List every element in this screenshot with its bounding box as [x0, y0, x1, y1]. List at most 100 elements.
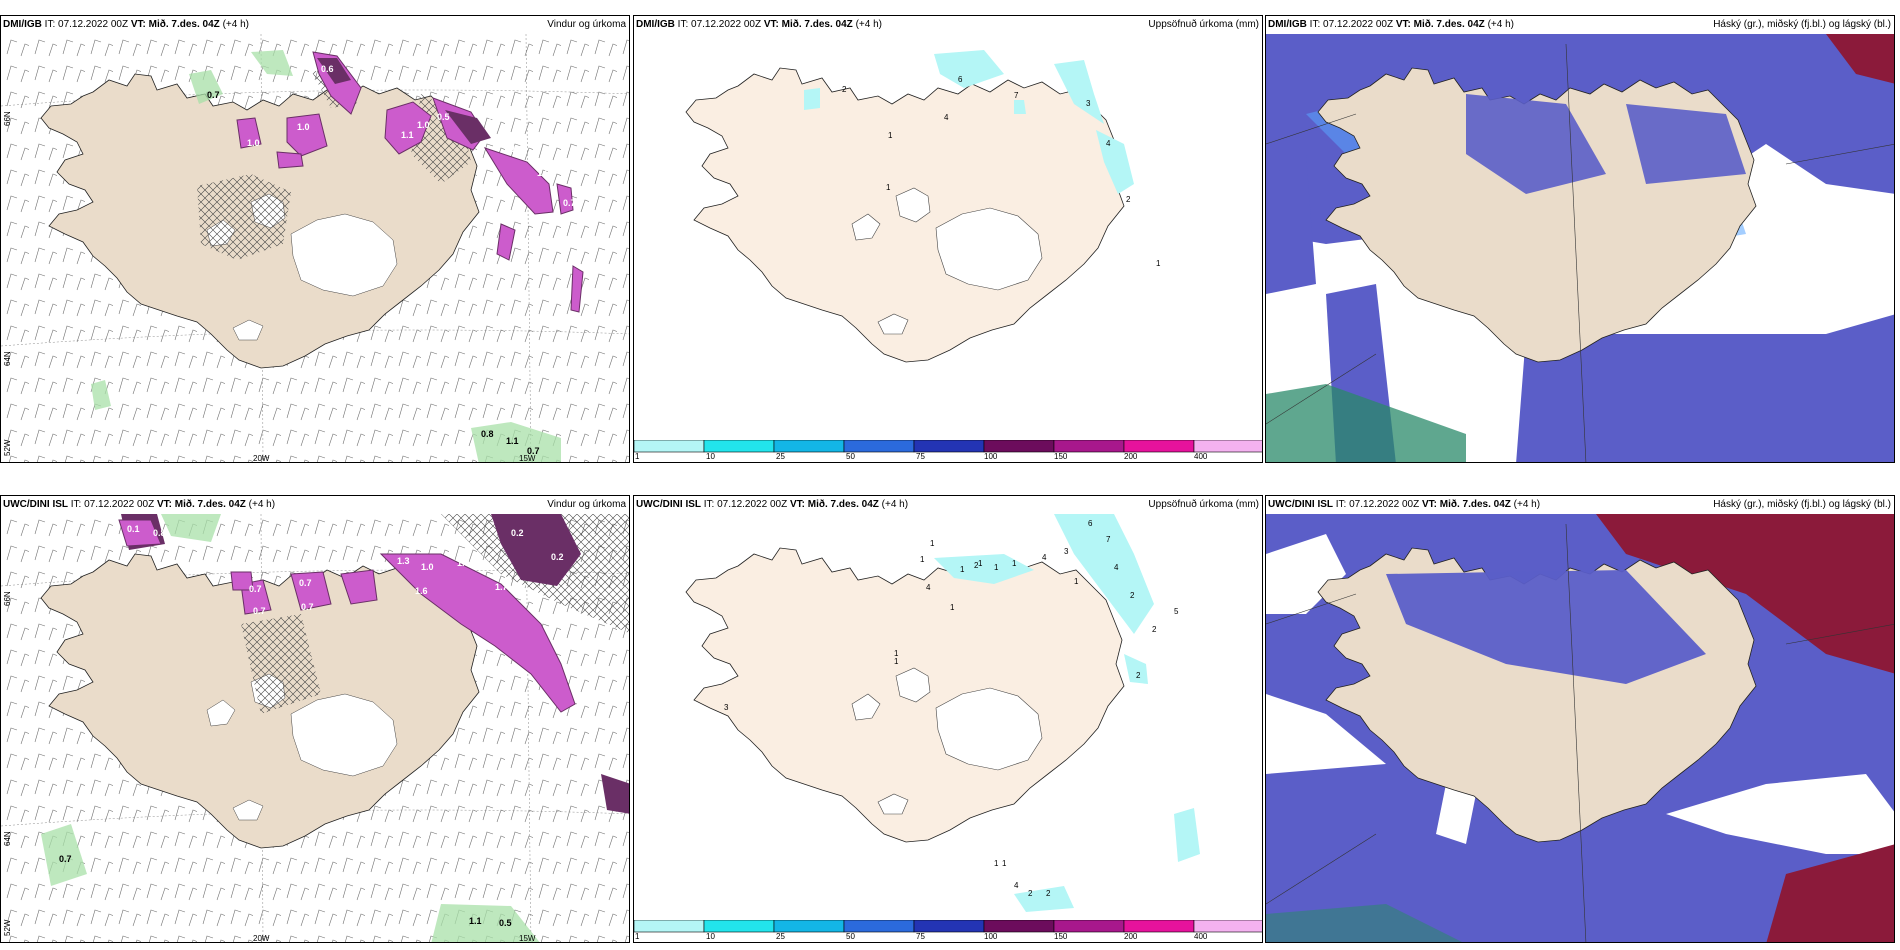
- colorbar-segment: [1123, 920, 1195, 933]
- svg-text:0.6: 0.6: [321, 64, 334, 74]
- colorbar-segment: [913, 920, 985, 933]
- model-name: UWC/DINI ISL: [3, 499, 68, 510]
- svg-text:0.2: 0.2: [511, 528, 524, 538]
- tick: 50: [846, 452, 855, 461]
- tick: 200: [1124, 452, 1138, 461]
- svg-text:1: 1: [960, 565, 965, 574]
- panel-uwc-clouds: UWC/DINI ISL IT: 07.12.2022 00Z VT: Mið.…: [1265, 495, 1895, 943]
- tick: 75: [916, 452, 925, 461]
- svg-text:1.0: 1.0: [515, 582, 528, 592]
- svg-text:4: 4: [1042, 553, 1047, 562]
- tick: 10: [706, 932, 715, 941]
- panel-uwc-wind-precip: UWC/DINI ISL IT: 07.12.2022 00Z VT: Mið.…: [0, 495, 630, 943]
- svg-text:1.0: 1.0: [247, 138, 260, 148]
- colorbar-segment: [843, 440, 915, 453]
- svg-text:1: 1: [1074, 577, 1079, 586]
- accum-areas: [804, 50, 1134, 194]
- cloud-mid-area: [1266, 904, 1462, 942]
- lon-label-52w: 52W: [3, 439, 12, 456]
- lat-label-66n: 66N: [3, 591, 12, 606]
- svg-text:1: 1: [1012, 559, 1017, 568]
- panel-header: DMI/IGB IT: 07.12.2022 00Z VT: Mið. 7.de…: [634, 16, 1262, 34]
- colorbar-segment: [634, 920, 705, 933]
- tick: 400: [1194, 452, 1208, 461]
- init-time: IT: 07.12.2022 00Z: [1335, 499, 1420, 510]
- svg-text:0.7: 0.7: [207, 90, 220, 100]
- tick: 100: [984, 452, 998, 461]
- panel-header: UWC/DINI ISL IT: 07.12.2022 00Z VT: Mið.…: [1, 496, 629, 514]
- init-time: IT: 07.12.2022 00Z: [70, 499, 155, 510]
- panel-title: Vindur og úrkoma: [547, 19, 626, 30]
- panel-header: DMI/IGB IT: 07.12.2022 00Z VT: Mið. 7.de…: [1266, 16, 1894, 34]
- accum-precip-map: 6 7 4 3 4 2 1 1 1 1 1 1 2 1 4 2 5 2 1 1 …: [685, 514, 1200, 912]
- init-time: IT: 07.12.2022 00Z: [703, 499, 788, 510]
- colorbar-segment: [1053, 920, 1125, 933]
- svg-text:3: 3: [1086, 99, 1091, 108]
- svg-text:2: 2: [1136, 671, 1141, 680]
- tick: 1: [635, 932, 640, 941]
- svg-text:1: 1: [888, 131, 893, 140]
- colorbar-segment: [1193, 440, 1262, 453]
- svg-text:1: 1: [920, 555, 925, 564]
- panel-uwc-accum-precip: UWC/DINI ISL IT: 07.12.2022 00Z VT: Mið.…: [633, 495, 1263, 943]
- panel-header: UWC/DINI ISL IT: 07.12.2022 00Z VT: Mið.…: [1266, 496, 1894, 514]
- colorbar-segment: [773, 440, 845, 453]
- lead-time: (+4 h): [855, 19, 882, 30]
- svg-text:4: 4: [1114, 563, 1119, 572]
- tick: 150: [1054, 932, 1068, 941]
- svg-text:4: 4: [1106, 139, 1111, 148]
- svg-text:1.1: 1.1: [511, 144, 524, 154]
- lat-label-64n: 64N: [3, 351, 12, 366]
- lead-time: (+4 h): [1487, 19, 1514, 30]
- svg-text:1.1: 1.1: [469, 916, 482, 926]
- model-name: UWC/DINI ISL: [636, 499, 701, 510]
- tick: 400: [1194, 932, 1208, 941]
- svg-text:0.7: 0.7: [563, 198, 576, 208]
- svg-text:1.1: 1.1: [401, 130, 414, 140]
- valid-time: VT: Mið. 7.des. 04Z: [1421, 499, 1511, 510]
- colorbar-segment: [773, 920, 845, 933]
- svg-text:2: 2: [974, 561, 979, 570]
- colorbar-segment: [913, 440, 985, 453]
- wind-precip-map: 0.1 0.8 1.3 1.3 1.0 1.6 1.71 1.0 0.2 0.2…: [1, 514, 629, 942]
- svg-text:1: 1: [1002, 859, 1007, 868]
- svg-text:1: 1: [994, 859, 999, 868]
- svg-text:0.2: 0.2: [551, 552, 564, 562]
- tick: 50: [846, 932, 855, 941]
- valid-time: VT: Mið. 7.des. 04Z: [763, 19, 853, 30]
- init-time: IT: 07.12.2022 00Z: [677, 19, 762, 30]
- svg-text:4: 4: [944, 113, 949, 122]
- tick: 25: [776, 452, 785, 461]
- svg-text:1.6: 1.6: [415, 586, 428, 596]
- colorbar-segments: [634, 440, 1262, 453]
- colorbar-segment: [843, 920, 915, 933]
- svg-text:1: 1: [978, 559, 983, 568]
- svg-text:2: 2: [1130, 591, 1135, 600]
- panel-title: Háský (gr.), miðský (fj.bl.) og lágský (…: [1713, 19, 1891, 30]
- svg-text:1.0: 1.0: [551, 616, 564, 626]
- colorbar-segment: [634, 440, 705, 453]
- svg-text:1: 1: [994, 563, 999, 572]
- colorbar-ticks: 1 10 25 50 75 100 150 200 400: [634, 932, 1262, 942]
- svg-text:1.0: 1.0: [297, 122, 310, 132]
- svg-text:2: 2: [1126, 195, 1131, 204]
- svg-text:1: 1: [894, 649, 899, 658]
- svg-text:0.8: 0.8: [481, 429, 494, 439]
- svg-text:4: 4: [926, 583, 931, 592]
- lat-label-66n: 66N: [3, 111, 12, 126]
- svg-text:6: 6: [1088, 519, 1093, 528]
- tick: 1: [635, 452, 640, 461]
- svg-text:1.71: 1.71: [495, 582, 513, 592]
- colorbar-segment: [703, 440, 775, 453]
- colorbar-ticks: 1 10 25 50 75 100 150 200 400: [634, 452, 1262, 462]
- precip-colorbar: [634, 920, 1262, 933]
- svg-text:1: 1: [950, 603, 955, 612]
- cloud-high-area: [1826, 34, 1894, 84]
- svg-text:1: 1: [886, 183, 891, 192]
- svg-text:0.7: 0.7: [527, 446, 540, 456]
- init-time: IT: 07.12.2022 00Z: [1309, 19, 1394, 30]
- svg-text:4: 4: [1014, 881, 1019, 890]
- valid-time: VT: Mið. 7.des. 04Z: [1395, 19, 1485, 30]
- panel-dmi-clouds: DMI/IGB IT: 07.12.2022 00Z VT: Mið. 7.de…: [1265, 15, 1895, 463]
- model-name: DMI/IGB: [3, 19, 42, 30]
